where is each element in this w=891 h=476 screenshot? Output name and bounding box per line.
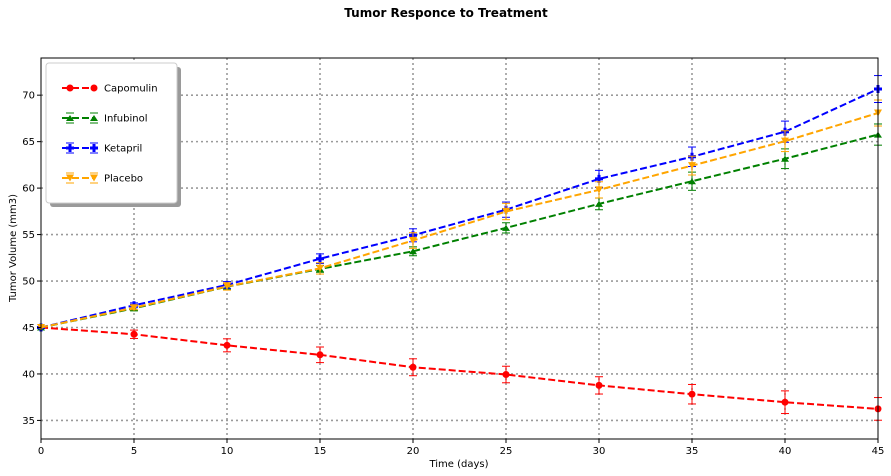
x-tick-label: 30 xyxy=(593,446,606,457)
data-point xyxy=(316,254,324,263)
series-line xyxy=(40,88,879,329)
data-point xyxy=(316,264,324,272)
y-tick-label: 60 xyxy=(22,184,35,195)
series-capomulin xyxy=(37,323,882,421)
data-point xyxy=(90,84,98,92)
legend: Capomulin Infubinol Ketapril Placebo xyxy=(45,62,181,207)
x-axis: 0 5 10 15 20 25 30 35 40 45 xyxy=(38,439,885,457)
data-point xyxy=(90,174,98,182)
y-axis-label: Tumor Volume (mm3) xyxy=(8,194,19,303)
chart-title: Tumor Responce to Treatment xyxy=(344,6,548,20)
x-tick-label: 0 xyxy=(38,446,44,457)
legend-item-capomulin: Capomulin xyxy=(62,84,158,95)
data-point xyxy=(223,341,231,349)
y-tick-label: 40 xyxy=(22,369,35,380)
data-point xyxy=(409,248,417,255)
data-point xyxy=(595,200,603,207)
series-line xyxy=(40,112,879,329)
x-tick-label: 20 xyxy=(407,446,420,457)
data-point xyxy=(502,371,510,379)
series-placebo xyxy=(37,99,882,331)
data-point xyxy=(66,84,74,92)
legend-item-ketapril: Ketapril xyxy=(62,142,142,155)
x-tick-label: 10 xyxy=(221,446,234,457)
y-tick-label: 50 xyxy=(22,277,35,288)
legend-label: Capomulin xyxy=(104,84,158,95)
data-point xyxy=(66,174,74,182)
data-point xyxy=(688,178,696,185)
x-tick-label: 15 xyxy=(314,446,327,457)
data-point xyxy=(409,363,417,371)
data-point xyxy=(688,162,696,170)
legend-item-infubinol: Infubinol xyxy=(62,112,148,125)
x-tick-label: 40 xyxy=(779,446,792,457)
legend-label: Infubinol xyxy=(104,114,148,125)
data-point xyxy=(130,330,138,338)
data-point xyxy=(90,115,98,121)
x-axis-label: Time (days) xyxy=(428,459,488,470)
data-point xyxy=(409,237,417,245)
data-point xyxy=(130,304,138,312)
series-line xyxy=(40,326,879,410)
data-point xyxy=(316,351,324,359)
data-point xyxy=(781,398,789,406)
legend-label: Ketapril xyxy=(104,144,142,155)
y-tick-label: 65 xyxy=(22,137,35,148)
data-point xyxy=(502,208,510,216)
legend-box xyxy=(45,62,178,204)
x-tick-label: 35 xyxy=(686,446,699,457)
data-point xyxy=(688,390,696,398)
y-tick-label: 35 xyxy=(22,416,35,427)
data-point xyxy=(595,381,603,389)
data-point xyxy=(781,155,789,162)
legend-label: Placebo xyxy=(104,174,143,185)
plot-frame xyxy=(40,57,879,440)
y-tick-label: 55 xyxy=(22,230,35,241)
data-point xyxy=(595,186,603,194)
x-tick-label: 5 xyxy=(131,446,137,457)
y-axis: 35 40 45 50 55 60 65 70 xyxy=(22,91,41,427)
legend-item-placebo: Placebo xyxy=(62,172,143,185)
x-tick-label: 45 xyxy=(872,446,885,457)
y-tick-label: 70 xyxy=(22,91,35,102)
series-layer xyxy=(37,75,882,421)
data-point xyxy=(502,224,510,231)
data-point xyxy=(223,282,231,290)
data-point xyxy=(781,137,789,145)
data-point xyxy=(90,144,98,152)
data-point xyxy=(66,115,74,121)
y-tick-label: 45 xyxy=(22,323,35,334)
data-point xyxy=(66,144,74,152)
x-tick-label: 25 xyxy=(500,446,513,457)
